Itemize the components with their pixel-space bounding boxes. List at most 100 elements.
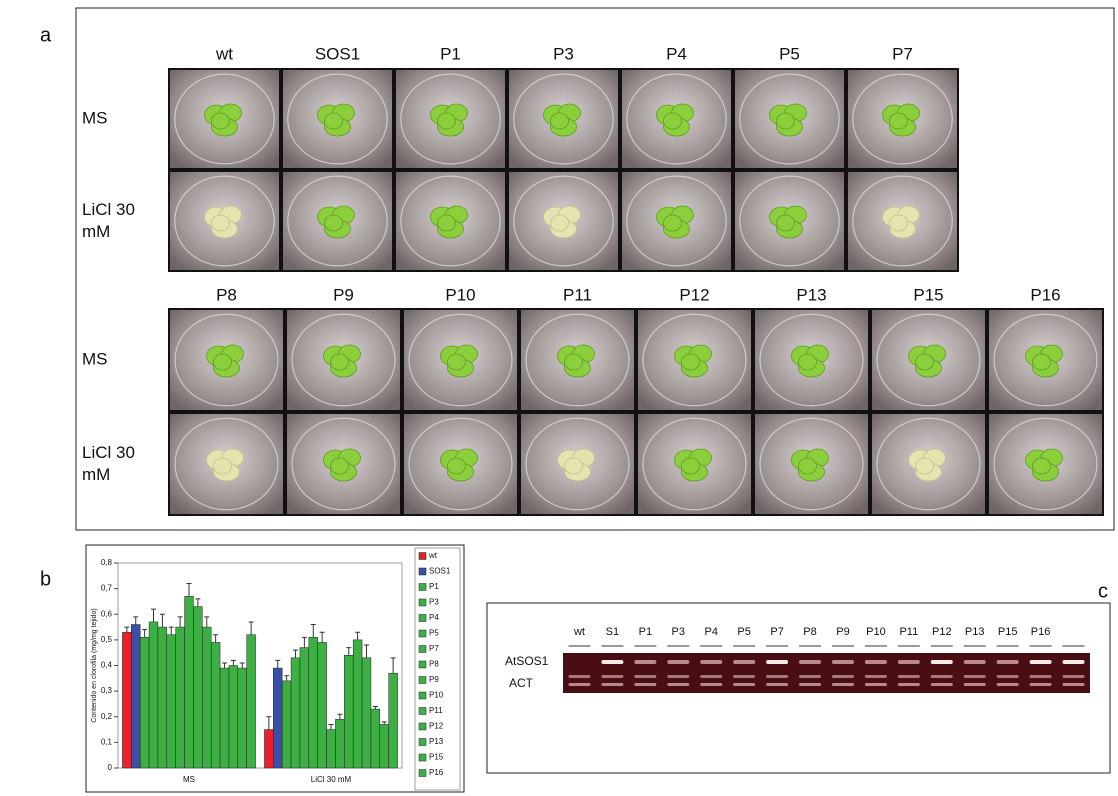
bar: [362, 658, 371, 768]
lane-label: P4: [704, 626, 717, 638]
band-label: AtSOS1: [505, 654, 549, 668]
figure: a b c wtSOS1P1P3P4P5P7MSLiCl 30mMP8P9P10…: [0, 0, 1118, 796]
legend-swatch: [419, 615, 426, 622]
band: [733, 660, 755, 664]
band: [832, 683, 854, 686]
band: [997, 660, 1019, 664]
band: [964, 683, 986, 686]
legend-swatch: [419, 630, 426, 637]
band: [700, 675, 722, 678]
bar: [264, 730, 273, 768]
legend-label: P8: [429, 660, 439, 669]
legend-label: P13: [429, 737, 444, 746]
legend-label: P9: [429, 675, 439, 684]
y-tick-label: 0: [108, 763, 113, 772]
band: [1030, 675, 1052, 678]
bar: [309, 637, 318, 768]
bar: [335, 719, 344, 768]
bar: [371, 709, 380, 768]
seedling: [664, 113, 682, 129]
lane-label: P11: [899, 626, 918, 638]
legend-label: P15: [429, 753, 444, 762]
band: [1030, 660, 1052, 664]
lane-label: P7: [770, 626, 783, 638]
seedling: [331, 458, 349, 474]
lane-label: P12: [932, 626, 952, 638]
seedling: [448, 354, 466, 370]
bar: [300, 648, 309, 768]
legend-swatch: [419, 568, 426, 575]
lane-label: P16: [1031, 626, 1051, 638]
y-tick-label: 0,2: [101, 712, 113, 721]
legend-label: P5: [429, 629, 439, 638]
seedling: [212, 215, 230, 231]
bar: [131, 625, 140, 769]
bar: [193, 607, 202, 768]
lane-label: P10: [866, 626, 886, 638]
column-label: P5: [779, 44, 800, 63]
legend-label: P12: [429, 722, 444, 731]
seedling: [1033, 354, 1051, 370]
seedling: [438, 215, 456, 231]
lane-label: P1: [639, 626, 652, 638]
row-label: LiCl 30mM: [82, 200, 135, 241]
bar: [327, 730, 336, 768]
band-label: ACT: [509, 676, 534, 690]
band: [634, 683, 656, 686]
legend-swatch: [419, 754, 426, 761]
band: [865, 683, 887, 686]
panel-label: b: [40, 568, 51, 590]
band: [964, 675, 986, 678]
band: [568, 683, 590, 686]
seedling: [682, 354, 700, 370]
lane-label: wt: [573, 626, 585, 638]
band: [601, 675, 623, 678]
y-tick-label: 0,3: [101, 686, 113, 695]
column-label: P16: [1030, 285, 1060, 304]
seedling: [664, 215, 682, 231]
band: [931, 660, 953, 664]
lane-label: P8: [803, 626, 816, 638]
bar: [122, 632, 131, 768]
bar: [389, 673, 398, 768]
y-tick-label: 0,5: [101, 635, 113, 644]
seedling: [212, 113, 230, 129]
seedling: [890, 215, 908, 231]
x-tick-label: LiCl 30 mM: [311, 775, 352, 784]
legend-swatch: [419, 692, 426, 699]
bar: [211, 642, 220, 768]
band: [865, 660, 887, 664]
legend-swatch: [419, 599, 426, 606]
panel-label: c: [1098, 580, 1108, 602]
column-label: P10: [445, 285, 475, 304]
column-label: P1: [440, 44, 461, 63]
legend-label: SOS1: [429, 567, 451, 576]
column-label: wt: [215, 44, 233, 63]
seedling: [916, 354, 934, 370]
legend-swatch: [419, 708, 426, 715]
band: [700, 660, 722, 664]
lane-label: P15: [998, 626, 1018, 638]
band: [766, 660, 788, 664]
band: [799, 660, 821, 664]
band: [634, 675, 656, 678]
band: [799, 675, 821, 678]
y-tick-label: 0,1: [101, 737, 113, 746]
legend-swatch: [419, 723, 426, 730]
band: [898, 660, 920, 664]
band: [667, 660, 689, 664]
y-tick-label: 0,6: [101, 609, 113, 618]
band: [634, 660, 656, 664]
band: [931, 675, 953, 678]
bar: [238, 668, 247, 768]
band: [865, 675, 887, 678]
seedling: [551, 215, 569, 231]
bar: [344, 655, 353, 768]
band: [766, 683, 788, 686]
band: [898, 683, 920, 686]
bar: [185, 596, 194, 768]
row-label: MS: [82, 349, 108, 368]
x-tick-label: MS: [183, 775, 195, 784]
lane-label: P9: [836, 626, 849, 638]
column-label: SOS1: [315, 44, 360, 63]
